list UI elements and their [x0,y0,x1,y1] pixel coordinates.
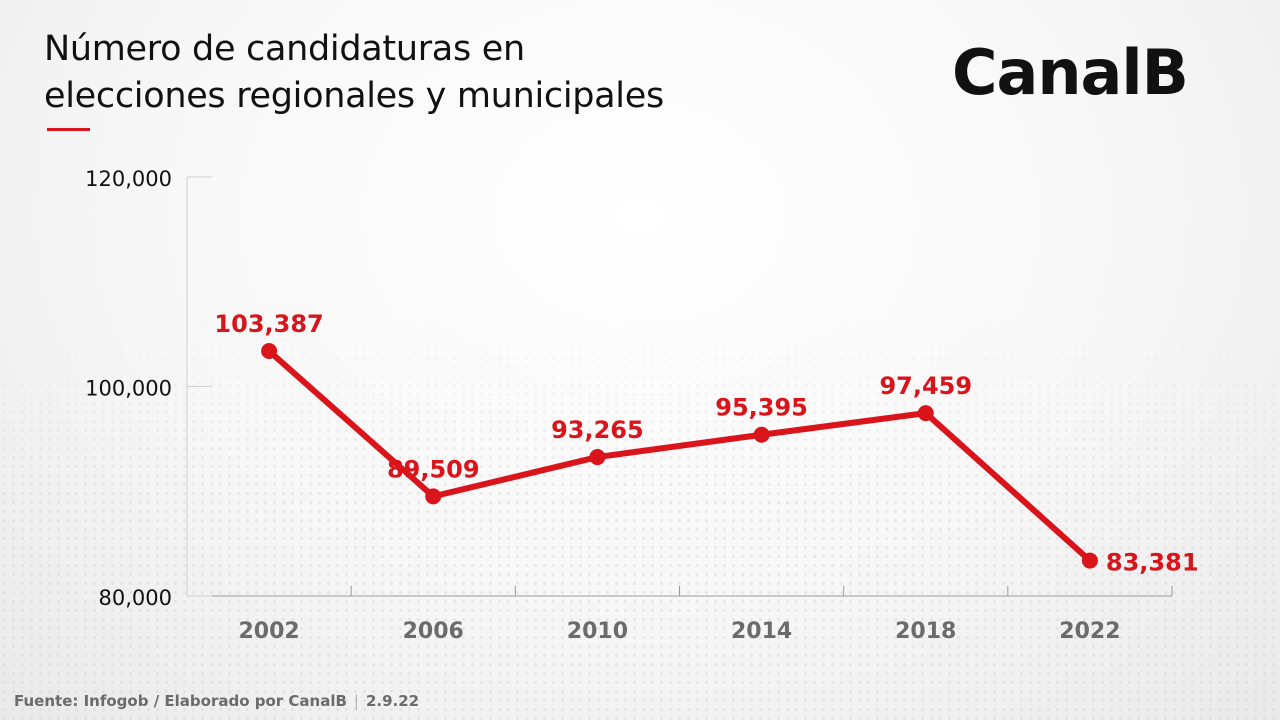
x-tick-label: 2002 [238,619,299,644]
x-tick-label: 2018 [895,619,956,644]
y-tick-label: 120,000 [85,167,172,191]
footer: Fuente: Infogob / Elaborado por CanalB | 2… [14,692,419,710]
data-point [261,343,278,360]
data-point [589,449,606,466]
chart-axes: 80,000 100,000 120,000 2002 2006 2010 2014 2018… [85,167,1173,644]
data-label: 89,509 [387,455,480,483]
data-label: 83,381 [1106,549,1199,577]
y-tick-label: 100,000 [85,377,172,401]
chart-title-line-2: elecciones regionales y municipales [44,76,664,116]
footer-separator: | [353,692,359,710]
chart-title: Número de candidaturas en elecciones regi… [44,26,664,120]
data-label: 97,459 [879,372,972,400]
data-point [1081,552,1098,569]
title-accent-line [47,128,90,131]
x-tick-label: 2022 [1059,619,1120,644]
data-label: 93,265 [551,416,644,444]
chart-title-line-1: Número de candidaturas en [44,29,525,69]
data-point [917,405,934,422]
brand-logo: CanalB [952,36,1189,109]
data-point [425,488,442,505]
chart-series [261,343,1098,569]
footer-date: 2.9.22 [365,692,420,710]
footer-source: Fuente: Infogob / Elaborado por CanalB [14,692,347,710]
dot-pattern-background [0,300,1280,720]
x-tick-label: 2014 [731,619,792,644]
data-label: 95,395 [715,394,808,422]
series-line [266,348,1093,564]
data-point [753,426,770,443]
y-tick-label: 80,000 [99,586,172,610]
x-tick-label: 2010 [567,619,628,644]
chart-data-labels: 103,387 89,509 93,265 95,395 97,459 83,381 [214,310,1198,577]
data-label: 103,387 [214,310,323,338]
x-tick-label: 2006 [403,619,464,644]
